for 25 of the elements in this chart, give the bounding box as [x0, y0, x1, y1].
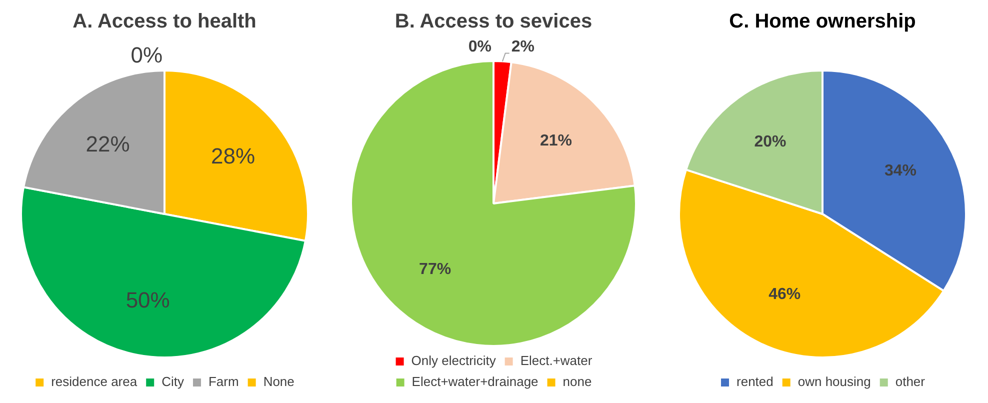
legend-label: own housing [798, 374, 871, 390]
chart-title: B. Access to sevices [394, 10, 592, 33]
legend-label: Elect+water+drainage [412, 374, 538, 390]
data-label: 20% [754, 133, 786, 150]
legend-label: Elect.+water [520, 353, 593, 368]
legend-label: other [895, 374, 926, 390]
data-label: 77% [419, 261, 452, 278]
legend-label: Only electricity [411, 353, 496, 368]
legend-label: none [562, 374, 592, 390]
data-label: 28% [211, 143, 256, 168]
legend-label: None [263, 374, 294, 390]
legend-label: Farm [208, 374, 239, 390]
chart-title: A. Access to health [72, 10, 256, 33]
legend-label: residence area [51, 374, 138, 390]
data-label: 50% [126, 287, 170, 312]
chart-title: C. Home ownership [729, 10, 916, 33]
data-label: 22% [86, 132, 130, 157]
text: 0% [468, 38, 492, 56]
data-label: 21% [540, 132, 572, 150]
data-label: 2% [511, 38, 534, 56]
data-label: 46% [768, 286, 801, 303]
data-label: 34% [884, 162, 916, 180]
legend-label: City [162, 374, 184, 390]
legend-label: rented [736, 374, 774, 390]
text: 0% [130, 42, 162, 68]
